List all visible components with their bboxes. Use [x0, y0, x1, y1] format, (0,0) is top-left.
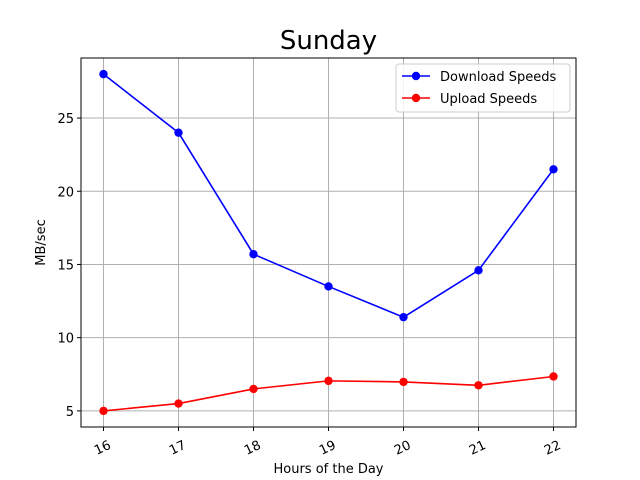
grid — [81, 58, 576, 427]
x-axis-label: Hours of the Day — [273, 462, 383, 477]
x-tick-label: 21 — [467, 438, 488, 459]
data-point — [399, 312, 408, 322]
legend-swatch-marker — [411, 71, 421, 81]
data-point — [549, 165, 558, 174]
data-point — [324, 282, 333, 291]
data-point — [324, 376, 333, 386]
y-tick-label: 15 — [57, 258, 74, 273]
y-axis-label: MB/sec — [34, 219, 49, 265]
legend-entry-label: Download Speeds — [440, 70, 557, 85]
data-point — [474, 266, 483, 275]
chart-title: Sunday — [280, 26, 377, 56]
legend-swatch-marker — [411, 93, 421, 103]
x-tick-label: 17 — [167, 438, 188, 459]
y-tick-label: 25 — [57, 112, 74, 127]
series-layer — [99, 69, 558, 416]
data-point — [474, 381, 483, 390]
x-tick-label: 20 — [392, 438, 413, 459]
ticks: 16 17 18 19 20 21 22 5 10 15 20 25 — [57, 112, 563, 459]
y-tick-label: 20 — [57, 185, 74, 200]
x-tick-label: 22 — [542, 438, 563, 459]
x-tick-label: 18 — [242, 438, 263, 459]
data-point — [249, 384, 258, 394]
data-point — [174, 128, 183, 137]
data-point — [99, 69, 108, 79]
y-tick-label: 10 — [57, 332, 74, 347]
y-tick-label: 5 — [66, 405, 74, 420]
legend: Download Speeds Upload Speeds — [395, 63, 571, 113]
x-tick-label: 16 — [92, 438, 113, 459]
data-point — [549, 372, 558, 381]
data-point — [399, 377, 408, 387]
data-point — [99, 406, 108, 416]
x-tick-label: 19 — [317, 438, 338, 459]
data-point — [174, 399, 183, 408]
data-point — [249, 250, 258, 259]
legend-box — [395, 63, 571, 113]
legend-entry-label: Upload Speeds — [440, 92, 537, 107]
